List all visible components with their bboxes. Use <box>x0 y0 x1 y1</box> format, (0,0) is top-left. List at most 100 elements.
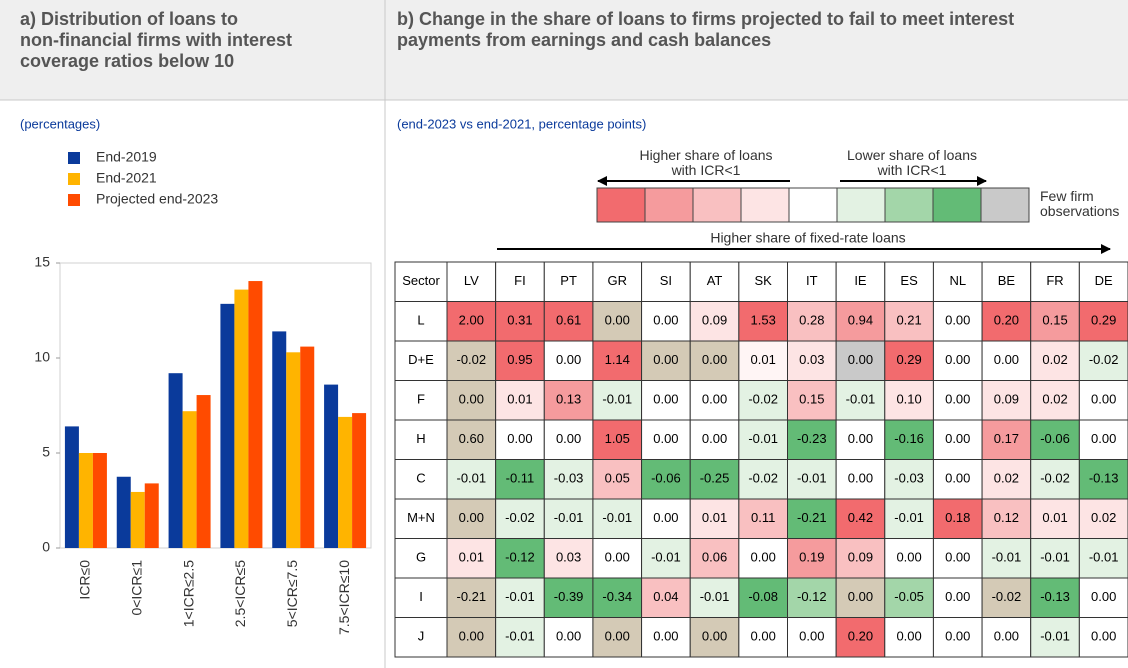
corner-label: Sector <box>402 273 440 288</box>
cell-value: 0.00 <box>848 471 873 486</box>
cell <box>1078 617 1128 658</box>
cell-value: 0.00 <box>605 550 630 565</box>
cell <box>689 538 740 579</box>
cell-value: -0.23 <box>797 431 827 446</box>
bar <box>78 453 93 548</box>
cell-value: -0.02 <box>748 392 778 407</box>
column-label: LV <box>464 273 479 288</box>
x-tick-label: 5<ICR≤7.5 <box>284 560 300 627</box>
cell-value: 1.53 <box>751 313 776 328</box>
cell <box>592 380 643 421</box>
cell-value: -0.01 <box>992 550 1022 565</box>
cell <box>641 577 691 618</box>
cell-value: 0.11 <box>751 510 775 525</box>
cell-value: 0.02 <box>1042 392 1067 407</box>
cell <box>787 301 837 342</box>
row-label: G <box>416 550 426 565</box>
subtitle: (percentages) <box>20 116 100 131</box>
cell <box>689 617 740 658</box>
column-label: SK <box>755 273 773 288</box>
cell-value: 0.60 <box>459 431 484 446</box>
cell-value: 0.00 <box>1091 589 1116 604</box>
legend-label: End-2019 <box>96 149 157 165</box>
row-head-cell <box>394 459 448 500</box>
x-tick-label: 1<ICR≤2.5 <box>180 560 196 627</box>
y-tick-label: 10 <box>34 349 50 365</box>
legend-swatch <box>932 187 982 223</box>
cell <box>1030 380 1080 421</box>
cell <box>543 419 594 460</box>
x-tick-label: 7.5<ICR≤10 <box>336 560 352 635</box>
cell-value: 0.00 <box>945 352 970 367</box>
cell-value: 1.05 <box>605 431 630 446</box>
cell-value: 0.29 <box>1091 313 1116 328</box>
cell-value: 0.09 <box>848 550 873 565</box>
cell-value: 0.00 <box>945 313 970 328</box>
cell-value: 0.00 <box>1091 629 1116 644</box>
legend-swatch <box>692 187 742 223</box>
column-label: NL <box>949 273 966 288</box>
panel-title: a) Distribution of loans to non-financial… <box>20 9 292 71</box>
cell-value: 0.15 <box>799 392 824 407</box>
cell-value: -0.13 <box>1040 589 1070 604</box>
cell-value: 0.00 <box>556 352 581 367</box>
cell-value: 0.28 <box>799 313 824 328</box>
cell-value: -0.01 <box>505 629 535 644</box>
cell <box>543 380 594 421</box>
cell-value: 0.42 <box>848 510 873 525</box>
cell-value: -0.02 <box>1040 471 1070 486</box>
cell-value: -0.11 <box>506 471 535 486</box>
legend-swatch <box>884 187 934 223</box>
cell-value: -0.39 <box>554 589 584 604</box>
cell-value: -0.01 <box>797 471 827 486</box>
bar <box>352 413 367 548</box>
legend-swatch <box>68 152 80 164</box>
bar <box>182 411 197 548</box>
cell <box>981 617 1032 658</box>
cell-value: 0.00 <box>653 431 678 446</box>
y-tick-label: 5 <box>42 444 50 460</box>
cell <box>1078 538 1128 579</box>
legend-label: Few firm observations <box>1040 188 1119 219</box>
x-tick-label: ICR≤0 <box>77 560 93 600</box>
cell <box>495 617 545 658</box>
cell-value: -0.03 <box>894 471 924 486</box>
header-cell <box>592 261 643 302</box>
legend-swatch <box>980 187 1030 223</box>
cell <box>787 538 837 579</box>
row-label: F <box>417 392 425 407</box>
cell <box>1078 419 1128 460</box>
cell-value: -0.06 <box>1040 431 1070 446</box>
row-label: M+N <box>407 510 435 525</box>
cell-value: 0.00 <box>556 431 581 446</box>
cell <box>932 419 983 460</box>
cell <box>835 340 886 381</box>
cell-value: 0.02 <box>1042 352 1067 367</box>
cell-value: 0.19 <box>799 550 824 565</box>
cell-value: 0.29 <box>896 352 921 367</box>
cell-value: -0.06 <box>651 471 681 486</box>
cell-value: 0.00 <box>459 629 484 644</box>
cell <box>592 577 643 618</box>
cell-value: 0.00 <box>653 629 678 644</box>
legend-swatch <box>68 194 80 206</box>
cell <box>1030 617 1080 658</box>
column-label: DE <box>1095 273 1113 288</box>
cell <box>1030 498 1080 539</box>
cell <box>689 340 740 381</box>
cell-value: -0.03 <box>554 471 584 486</box>
cell <box>641 301 691 342</box>
bar <box>300 346 315 548</box>
cell-value: -0.01 <box>846 392 876 407</box>
cell-value: 0.00 <box>1091 431 1116 446</box>
cell-value: -0.12 <box>797 589 827 604</box>
cell-value: -0.21 <box>457 589 487 604</box>
cell-value: 0.00 <box>945 392 970 407</box>
cell <box>543 498 594 539</box>
cell-value: -0.01 <box>651 550 681 565</box>
cell <box>543 577 594 618</box>
cell-value: 0.94 <box>848 313 873 328</box>
cell <box>1030 577 1080 618</box>
cell-value: 0.00 <box>945 471 970 486</box>
cell-value: -0.01 <box>894 510 924 525</box>
